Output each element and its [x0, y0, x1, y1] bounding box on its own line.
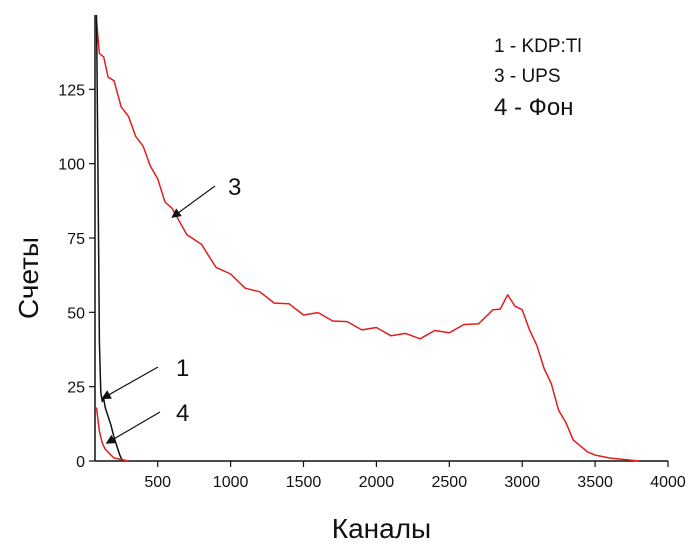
- x-tick-label: 4000: [650, 474, 686, 491]
- callout-arrow-3: [171, 185, 216, 218]
- legend-entry-background: 4 - Фон: [494, 94, 574, 121]
- legend: 1 - KDP:Tl 3 - UPS 4 - Фон: [494, 36, 582, 121]
- x-tick-label: 3000: [504, 474, 540, 491]
- legend-entry-kdp: 1 - KDP:Tl: [494, 36, 582, 57]
- y-tick-label: 50: [67, 305, 85, 322]
- x-tick-label: 500: [144, 474, 171, 491]
- callout-arrow-4: [105, 411, 161, 444]
- x-ticks: 500 1000 1500 2000 2500 3000 3500 4000: [144, 461, 686, 491]
- x-tick-label: 3500: [577, 474, 613, 491]
- x-tick-label: 1000: [213, 474, 249, 491]
- x-tick-label: 2000: [359, 474, 395, 491]
- x-tick-label: 2500: [432, 474, 468, 491]
- y-ticks: 0 25 50 75 100 125: [58, 82, 95, 471]
- series-layer: [95, 14, 639, 462]
- y-tick-label: 75: [67, 231, 85, 248]
- x-tick-label: 1500: [286, 474, 322, 491]
- callout-label-3: 3: [228, 174, 241, 201]
- y-tick-label: 100: [58, 157, 85, 174]
- callout-arrow-1: [101, 366, 159, 400]
- legend-entry-ups: 3 - UPS: [494, 66, 561, 87]
- series-line-3: [95, 20, 639, 462]
- y-tick-label: 25: [67, 380, 85, 397]
- x-axis-title: Каналы: [332, 513, 431, 544]
- y-tick-label: 125: [58, 82, 85, 99]
- callouts: 3 1 4: [101, 174, 241, 444]
- series-line-4: [95, 407, 129, 462]
- series-line-1: [95, 14, 124, 462]
- y-tick-label: 0: [76, 454, 85, 471]
- callout-label-1: 1: [176, 355, 189, 382]
- y-axis-title: Счеты: [13, 237, 44, 319]
- callout-label-4: 4: [176, 400, 189, 427]
